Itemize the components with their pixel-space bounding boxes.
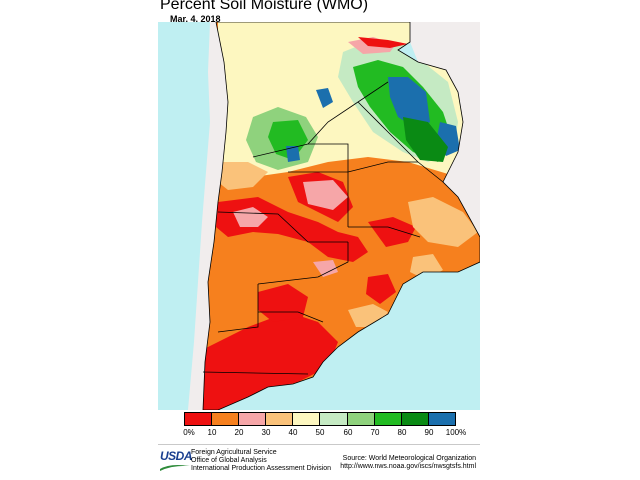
- legend-tick: 70: [370, 428, 380, 437]
- legend-tick: 80: [397, 428, 407, 437]
- legend-ticks: 0% 10 20 30 40 50 60 70 80 90 100%: [160, 428, 480, 440]
- agency-line: Office of Global Analysis: [191, 457, 267, 464]
- map-title: Percent Soil Moisture (WMO): [160, 0, 369, 13]
- legend-swatch: [346, 413, 374, 425]
- legend-tick: 60: [343, 428, 353, 437]
- legend-swatch: [185, 413, 212, 425]
- agency-info: Foreign Agricultural Service Office of G…: [191, 449, 331, 473]
- province-borders: [202, 22, 480, 410]
- source-line: Source: World Meteorological Organizatio…: [342, 455, 476, 462]
- legend-swatch: [319, 413, 347, 425]
- legend-tick: 90: [424, 428, 434, 437]
- legend-tick: 10: [207, 428, 217, 437]
- legend-tick: 40: [288, 428, 298, 437]
- legend-swatch: [292, 413, 320, 425]
- usda-swoosh-icon: [160, 465, 190, 471]
- legend-swatch: [265, 413, 293, 425]
- legend-tick: 50: [315, 428, 325, 437]
- andes-land: [188, 22, 328, 410]
- map-date: Mar. 4, 2018: [170, 14, 221, 24]
- usda-logo: USDA: [160, 449, 193, 463]
- legend-swatch: [400, 413, 428, 425]
- legend-tick: 0%: [183, 428, 195, 437]
- legend-swatch: [373, 413, 401, 425]
- legend-swatch: [211, 413, 239, 425]
- legend-color-bar: [184, 412, 456, 426]
- legend-tick: 30: [261, 428, 271, 437]
- source-line: http://www.nws.noaa.gov/iscs/nwsgtsfs.ht…: [340, 463, 476, 470]
- legend-swatch: [427, 413, 455, 425]
- brazil-land: [408, 22, 480, 237]
- agency-line: Foreign Agricultural Service: [191, 449, 277, 456]
- footer-divider: [158, 444, 480, 445]
- legend-tick: 20: [234, 428, 244, 437]
- agency-line: International Production Assessment Divi…: [191, 465, 332, 472]
- legend-swatch: [238, 413, 266, 425]
- legend-tick: 100%: [445, 428, 467, 437]
- soil-moisture-map: [158, 22, 480, 410]
- source-info: Source: World Meteorological Organizatio…: [340, 455, 476, 471]
